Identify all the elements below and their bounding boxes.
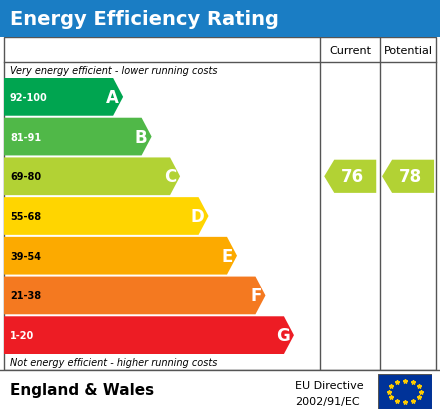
Text: D: D [191, 207, 205, 225]
Text: Not energy efficient - higher running costs: Not energy efficient - higher running co… [10, 357, 217, 367]
Text: 2002/91/EC: 2002/91/EC [295, 396, 359, 406]
Bar [0, 370, 440, 413]
Polygon shape [4, 119, 152, 156]
Polygon shape [382, 160, 434, 193]
Polygon shape [4, 198, 209, 235]
Text: G: G [276, 326, 290, 344]
Text: C: C [164, 168, 176, 186]
Text: Current: Current [329, 45, 371, 55]
Polygon shape [4, 237, 237, 275]
Text: 1-20: 1-20 [10, 330, 34, 340]
Text: 76: 76 [341, 168, 364, 186]
Text: 81-91: 81-91 [10, 132, 41, 142]
Text: 78: 78 [399, 168, 422, 186]
Text: F: F [250, 287, 261, 305]
Text: B: B [135, 128, 147, 146]
Text: A: A [106, 89, 119, 107]
Text: 21-38: 21-38 [10, 291, 41, 301]
Text: Potential: Potential [384, 45, 433, 55]
Text: Energy Efficiency Rating: Energy Efficiency Rating [10, 9, 279, 28]
Text: England & Wales: England & Wales [10, 382, 154, 397]
Text: 39-54: 39-54 [10, 251, 41, 261]
Text: Very energy efficient - lower running costs: Very energy efficient - lower running co… [10, 66, 217, 76]
Text: EU Directive: EU Directive [295, 380, 363, 390]
Polygon shape [4, 158, 180, 196]
Text: E: E [222, 247, 233, 265]
Polygon shape [4, 277, 265, 315]
Polygon shape [4, 79, 123, 116]
Bar [0, 0, 440, 38]
Text: 69-80: 69-80 [10, 172, 41, 182]
Bar [4, 38, 436, 370]
Text: 92-100: 92-100 [10, 93, 48, 102]
Polygon shape [4, 316, 294, 354]
Polygon shape [324, 160, 376, 193]
Text: 55-68: 55-68 [10, 211, 41, 221]
